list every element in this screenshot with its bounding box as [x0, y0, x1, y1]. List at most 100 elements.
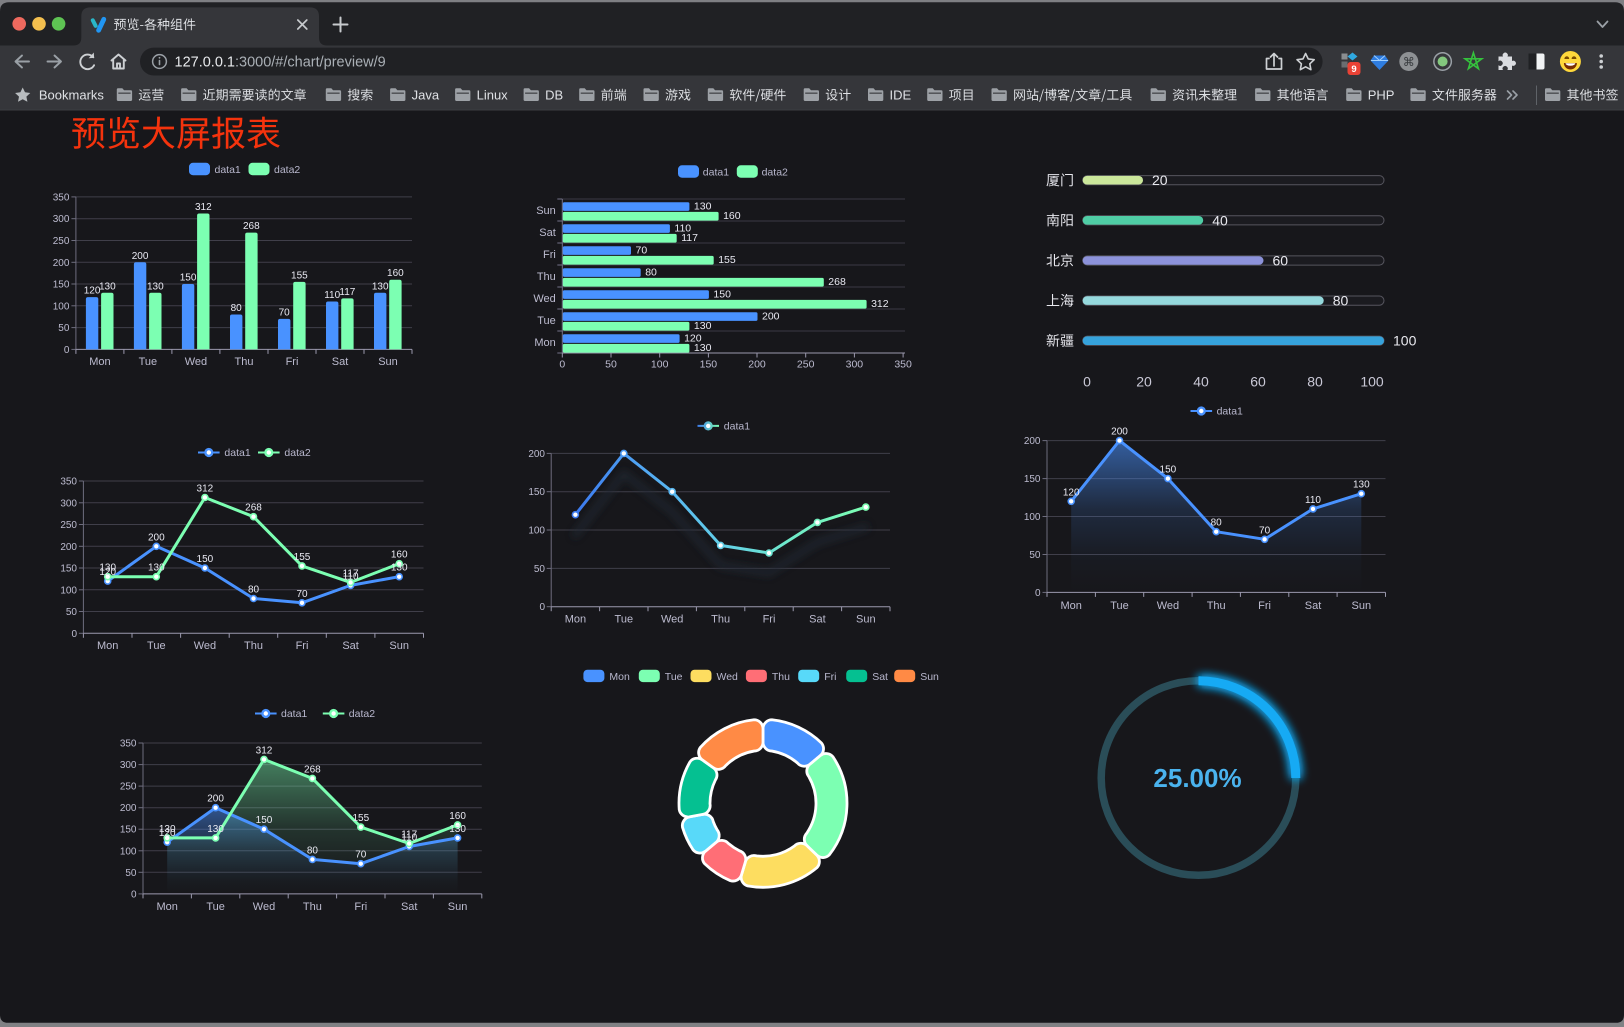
svg-text:130: 130 — [207, 824, 224, 835]
svg-text:130: 130 — [449, 824, 466, 835]
svg-text:130: 130 — [147, 281, 164, 292]
svg-text:Wed: Wed — [533, 293, 555, 305]
svg-text:DB: DB — [545, 88, 563, 103]
svg-text:200: 200 — [1024, 436, 1041, 447]
svg-text:Sun: Sun — [536, 205, 556, 217]
svg-text:data2: data2 — [284, 447, 310, 459]
svg-text:160: 160 — [723, 210, 741, 222]
svg-text:117: 117 — [681, 232, 698, 244]
svg-text:130: 130 — [99, 563, 116, 574]
svg-text:100: 100 — [1024, 512, 1041, 523]
svg-text:100: 100 — [528, 526, 545, 537]
svg-text:20: 20 — [1152, 172, 1168, 188]
svg-text:120: 120 — [684, 333, 702, 345]
svg-text:0: 0 — [1083, 374, 1091, 390]
svg-text:350: 350 — [894, 359, 912, 371]
svg-text:Mon: Mon — [97, 640, 118, 652]
svg-text:200: 200 — [53, 258, 70, 269]
svg-text:268: 268 — [245, 503, 262, 514]
svg-text:130: 130 — [694, 201, 712, 213]
svg-text:Sun: Sun — [856, 614, 876, 626]
svg-text:Sat: Sat — [539, 227, 556, 239]
svg-text:80: 80 — [231, 303, 243, 314]
svg-text:150: 150 — [1160, 465, 1177, 476]
svg-text:200: 200 — [120, 803, 137, 814]
svg-text:50: 50 — [605, 359, 617, 371]
svg-text:Thu: Thu — [235, 356, 254, 368]
svg-text:Thu: Thu — [1207, 600, 1226, 612]
svg-text:Tue: Tue — [147, 640, 166, 652]
svg-text:data1: data1 — [703, 166, 729, 178]
svg-text:100: 100 — [53, 301, 70, 312]
svg-text:Tue: Tue — [615, 614, 634, 626]
svg-text:300: 300 — [846, 359, 864, 371]
svg-text:Wed: Wed — [661, 614, 683, 626]
svg-text:117: 117 — [339, 287, 355, 298]
svg-text:Thu: Thu — [303, 901, 322, 913]
svg-text:70: 70 — [296, 589, 308, 600]
svg-text:120: 120 — [159, 828, 176, 839]
svg-text:Tue: Tue — [665, 671, 683, 683]
svg-text:110: 110 — [674, 223, 691, 235]
svg-text:Tue: Tue — [139, 356, 158, 368]
svg-text:Fri: Fri — [286, 356, 299, 368]
svg-text:312: 312 — [197, 484, 214, 495]
svg-text:130: 130 — [159, 824, 176, 835]
svg-text:60: 60 — [1273, 253, 1289, 269]
svg-text:150: 150 — [120, 825, 137, 836]
svg-text:100: 100 — [120, 846, 137, 857]
svg-text:200: 200 — [60, 542, 77, 553]
svg-text:70: 70 — [636, 245, 648, 257]
svg-text:130: 130 — [372, 281, 389, 292]
svg-text:0: 0 — [131, 889, 137, 900]
svg-text:Wed: Wed — [194, 640, 216, 652]
svg-text:data1: data1 — [224, 447, 250, 459]
svg-text:110: 110 — [343, 571, 359, 582]
svg-text:Mon: Mon — [609, 671, 630, 683]
svg-text:160: 160 — [391, 550, 408, 561]
svg-text:data2: data2 — [349, 708, 375, 720]
svg-text:160: 160 — [387, 268, 404, 279]
svg-text:120: 120 — [84, 286, 101, 297]
svg-text:Wed: Wed — [1157, 600, 1179, 612]
svg-text:Fri: Fri — [296, 640, 309, 652]
svg-text:160: 160 — [449, 811, 466, 822]
svg-text:0: 0 — [559, 359, 565, 371]
svg-text:Tue: Tue — [206, 901, 225, 913]
svg-text:110: 110 — [324, 290, 340, 301]
svg-text:Sun: Sun — [448, 901, 468, 913]
svg-text:0: 0 — [64, 345, 70, 356]
svg-text:25.00%: 25.00% — [1153, 763, 1241, 793]
svg-text:150: 150 — [60, 564, 77, 575]
svg-text:150: 150 — [53, 280, 70, 291]
svg-text:200: 200 — [528, 449, 545, 460]
svg-text:9: 9 — [1351, 64, 1356, 75]
svg-text:150: 150 — [700, 359, 718, 371]
svg-text:Wed: Wed — [185, 356, 207, 368]
svg-text:300: 300 — [120, 760, 137, 771]
svg-text:data1: data1 — [1217, 406, 1243, 418]
svg-text:350: 350 — [120, 739, 137, 750]
svg-text:0: 0 — [539, 602, 545, 613]
svg-text:312: 312 — [195, 202, 212, 213]
svg-text:Sun: Sun — [920, 671, 939, 683]
svg-text:50: 50 — [66, 607, 78, 618]
svg-text:250: 250 — [120, 782, 137, 793]
svg-text:80: 80 — [248, 585, 260, 596]
svg-text:350: 350 — [53, 192, 70, 203]
svg-text:250: 250 — [53, 236, 70, 247]
svg-text:Fri: Fri — [763, 614, 776, 626]
svg-text:Mon: Mon — [565, 614, 586, 626]
svg-text:data2: data2 — [274, 164, 300, 176]
svg-text:130: 130 — [148, 563, 165, 574]
svg-text:70: 70 — [1259, 525, 1271, 536]
svg-text:80: 80 — [1211, 518, 1223, 529]
svg-text:Wed: Wed — [717, 671, 739, 683]
svg-text:Fri: Fri — [354, 901, 367, 913]
svg-text:130: 130 — [99, 281, 116, 292]
svg-text:data2: data2 — [762, 166, 788, 178]
svg-text:155: 155 — [294, 552, 311, 563]
svg-text:80: 80 — [1333, 293, 1349, 309]
svg-text:PHP: PHP — [1368, 88, 1395, 103]
svg-text:300: 300 — [53, 214, 70, 225]
